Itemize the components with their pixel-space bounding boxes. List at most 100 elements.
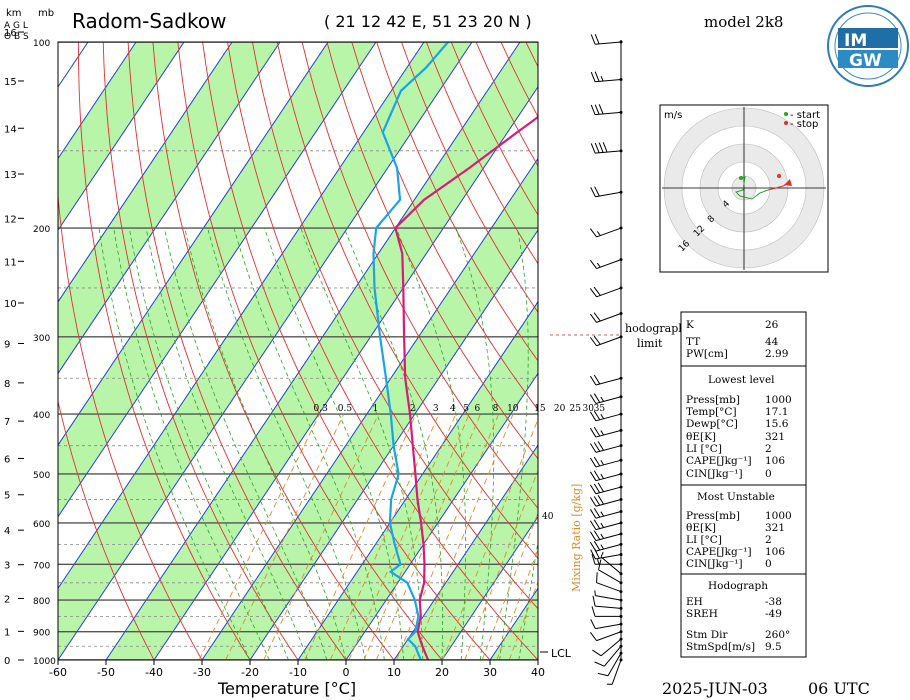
moist-adiabat [395,227,466,660]
dry-adiabat [127,42,347,660]
wind-barb-flag [590,143,596,154]
x-tick-label: 30 [483,666,497,679]
wind-barb-base [619,335,623,339]
wind-barbs [589,34,623,685]
wind-barb [589,508,623,519]
sounding-traces [372,42,538,660]
km-tick-label: 3 [4,561,10,572]
pw-value: 2.99 [765,348,788,360]
wind-barb-staff [611,659,622,685]
lcl-label: LCL [551,647,572,660]
lowest-level-title: Lowest level [708,374,775,386]
km-tick-label: 15 [4,77,17,88]
wind-barb-base [619,312,623,316]
dry-adiabat [301,42,538,509]
wind-barb-flag [589,541,597,552]
wind-barb-flag [594,661,605,667]
moist-adiabats [98,227,538,660]
wind-barb-base [619,658,623,662]
wind-barb [590,104,623,116]
wind-barb-base [619,590,623,594]
low-thetae-label: θE[K] [686,431,716,443]
wind-barb-staff [595,595,622,601]
hodograph-stop-point [777,174,781,178]
sreh-label: SREH [686,608,718,620]
wind-barb [589,495,623,507]
km-tick-label: 9 [4,339,10,350]
wind-barb-flag [593,530,601,540]
wind-barb-flag [589,313,597,323]
wind-barb-base [619,630,623,634]
most-unstable-title: Most Unstable [697,491,775,503]
wind-barb-staff [595,79,622,83]
wind-barb-base [619,644,623,648]
wind-barb-flag [593,470,601,480]
wind-barb-half-flag [596,231,601,236]
wind-barb-flag [594,142,600,153]
wind-barb-flag [602,142,608,153]
wind-barb-staff [595,499,622,507]
mu-cape-value: 106 [765,546,785,558]
eh-value: -38 [765,596,782,608]
wind-barb-flag [593,519,601,529]
hodograph-start-label: - start [790,110,820,121]
wind-barb-flag [589,497,597,507]
km-tick-label: 2 [4,594,10,605]
wind-barb-flag [593,286,601,296]
wind-barb-flag [598,142,604,153]
mixing-ratio-labels: 0.3 0.5 1 2 3 4 5 6 8 10 15 20 25 30 35 40 [314,404,606,522]
hodograph-limit-label-2: limit [637,337,663,350]
wind-barb-staff [595,522,622,531]
low-temp-value: 17.1 [765,406,788,418]
isotherm-line [58,42,281,375]
wind-barb-half-flag [600,511,605,517]
wind-barb [590,71,623,83]
wind-barb-flag [589,457,597,468]
wind-barb-staff [596,227,622,238]
wind-barb-base [619,572,623,576]
hodograph-unit: m/s [664,110,682,121]
wind-barb-flag [592,595,596,607]
wind-barb-flag [597,672,609,677]
dry-adiabat [276,42,538,559]
imgw-logo: IM GW [827,5,909,87]
km-tick-label: 16 [4,28,17,39]
wind-barb-base [619,498,623,502]
wind-barb-base [619,110,623,114]
wind-barb-staff [595,459,622,468]
start-marker [784,112,788,116]
mixing-ratio-tick-label: 30 [583,404,595,414]
eh-label: EH [686,596,703,608]
mixing-ratio-tick-label: 35 [594,404,606,414]
wind-barb-base [619,472,623,476]
wind-barb-base [619,226,623,230]
wind-barb-flag [590,71,596,82]
wind-barb-flag [589,631,597,641]
mixing-ratio-tick-label: 0.5 [338,404,353,414]
tt-value: 44 [765,336,779,348]
wind-barb-base [619,428,623,432]
pressure-tick-label: 500 [33,471,50,481]
k-value: 26 [765,319,779,331]
moist-adiabat [233,227,385,660]
wind-barb-flag [594,186,600,197]
wind-barb [589,540,623,552]
wind-barb [589,374,623,386]
mixing-ratio-line [481,511,538,660]
dry-adiabats [58,42,538,660]
mixing-ratio-line [263,413,379,660]
isotherm-line [58,42,377,518]
wind-barb-flag [589,394,597,404]
hodograph-stop-label: - stop [790,119,818,130]
wind-barb-base [619,258,623,262]
wind-barb-flag [590,34,596,45]
wind-barb-staff [596,259,622,270]
moist-adiabat [98,227,251,660]
wind-barb-half-flag [600,460,605,466]
k-label: K [686,319,694,331]
wind-barb-half-flag [600,76,604,82]
mixing-ratio-tick-label: 6 [475,404,481,414]
pressure-tick-label: 1000 [33,657,56,667]
mixing-ratio-line [442,418,538,660]
